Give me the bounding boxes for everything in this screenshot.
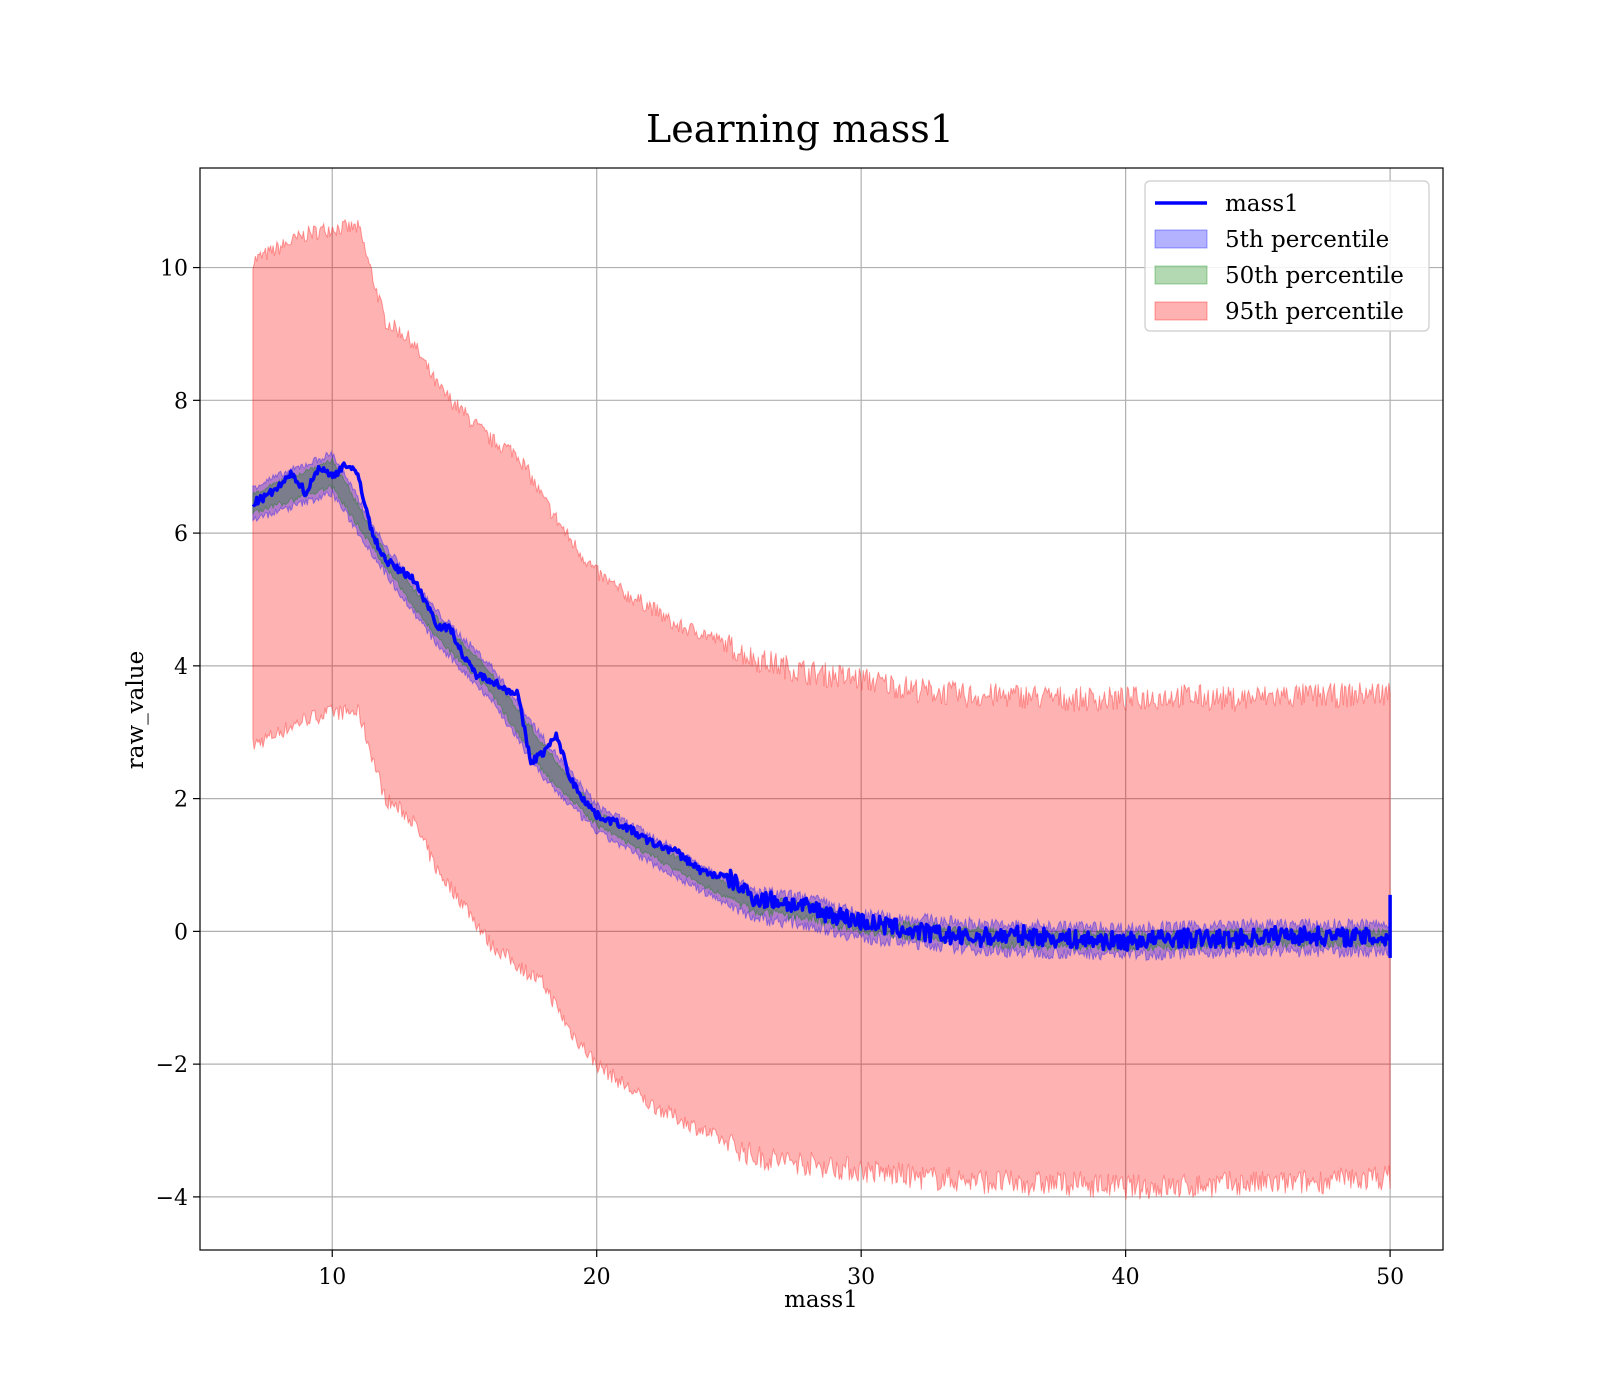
- legend-swatch: [1154, 265, 1208, 285]
- plot-frame: [199, 167, 1444, 1251]
- x-axis-label: mass1: [784, 1287, 858, 1313]
- legend-label: 50th percentile: [1225, 263, 1404, 289]
- legend-label: mass1: [1225, 191, 1299, 217]
- y-tick-label: 0: [174, 920, 188, 945]
- legend-swatch: [1154, 301, 1208, 321]
- x-tick-label: 40: [1112, 1265, 1140, 1290]
- x-tick-label: 10: [318, 1265, 346, 1290]
- legend-swatch: [1154, 229, 1208, 249]
- chart-title: Learning mass1: [646, 107, 954, 151]
- y-axis-label: raw_value: [123, 651, 149, 769]
- band-95th-percentile: [252, 218, 1391, 1200]
- legend-label: 5th percentile: [1225, 227, 1389, 253]
- legend-label: 95th percentile: [1225, 299, 1404, 325]
- y-tick-label: −2: [156, 1053, 188, 1078]
- series-mass1-line: [251, 461, 1392, 952]
- band-layer: [252, 218, 1391, 1200]
- legend-box: [1144, 180, 1430, 332]
- x-tick-label: 50: [1376, 1265, 1404, 1290]
- x-tick-label: 30: [847, 1265, 875, 1290]
- y-tick-label: 8: [174, 389, 188, 414]
- legend: mass1 5th percentile 50th percentile 95th p…: [1144, 180, 1430, 332]
- y-tick-label: 10: [160, 257, 188, 282]
- y-tick-label: 4: [174, 655, 188, 680]
- y-tick-label: −4: [156, 1186, 188, 1211]
- y-tick-label: 2: [174, 788, 188, 813]
- y-tick-label: 6: [174, 522, 188, 547]
- line-layer: [251, 461, 1392, 958]
- tick-layer: 10 20 30 40 50 −4 −2 0 2 4 6 8 10: [156, 257, 1405, 1290]
- x-tick-label: 20: [583, 1265, 611, 1290]
